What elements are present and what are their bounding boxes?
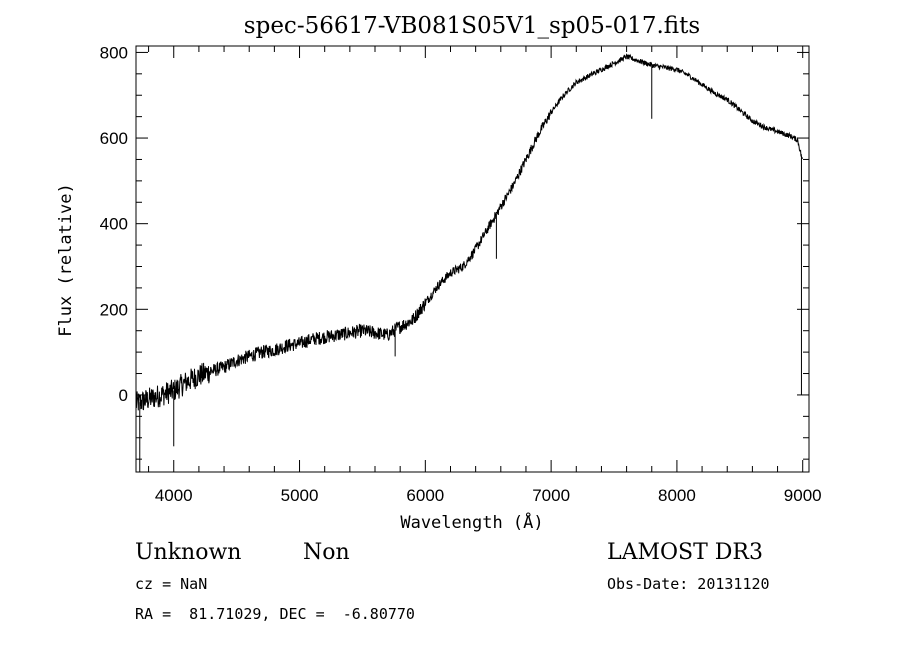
plot-frame xyxy=(135,45,810,473)
y-tick-label: 200 xyxy=(100,300,128,319)
obs-date-text: Obs-Date: 20131120 xyxy=(607,575,770,593)
y-tick-label: 800 xyxy=(100,43,128,62)
y-axis-label: Flux (relative) xyxy=(56,183,76,337)
spectrum-line xyxy=(135,53,803,411)
chart-title: spec-56617-VB081S05V1_sp05-017.fits xyxy=(244,13,700,39)
y-tick-label: 0 xyxy=(119,386,128,405)
x-tick-label: 9000 xyxy=(784,486,822,505)
x-tick-label: 7000 xyxy=(532,486,570,505)
survey-name: LAMOST DR3 xyxy=(607,540,763,565)
absorption-lines xyxy=(139,65,802,472)
major-ticks xyxy=(136,46,809,472)
y-tick-label: 400 xyxy=(100,215,128,234)
x-axis-label: Wavelength (Å) xyxy=(400,511,543,533)
y-tick-label: 600 xyxy=(100,129,128,148)
object-class: Unknown xyxy=(135,540,241,565)
x-tick-label: 4000 xyxy=(155,486,193,505)
coordinates-text: RA = 81.71029, DEC = -6.80770 xyxy=(135,605,415,623)
tick-labels: 4000 5000 6000 7000 8000 9000 0 200 400 600 800 xyxy=(100,43,822,505)
minor-ticks xyxy=(136,46,809,472)
redshift-text: cz = NaN xyxy=(135,575,207,593)
object-subclass: Non xyxy=(303,540,350,565)
x-tick-label: 6000 xyxy=(406,486,444,505)
x-tick-label: 8000 xyxy=(658,486,696,505)
x-tick-label: 5000 xyxy=(281,486,319,505)
